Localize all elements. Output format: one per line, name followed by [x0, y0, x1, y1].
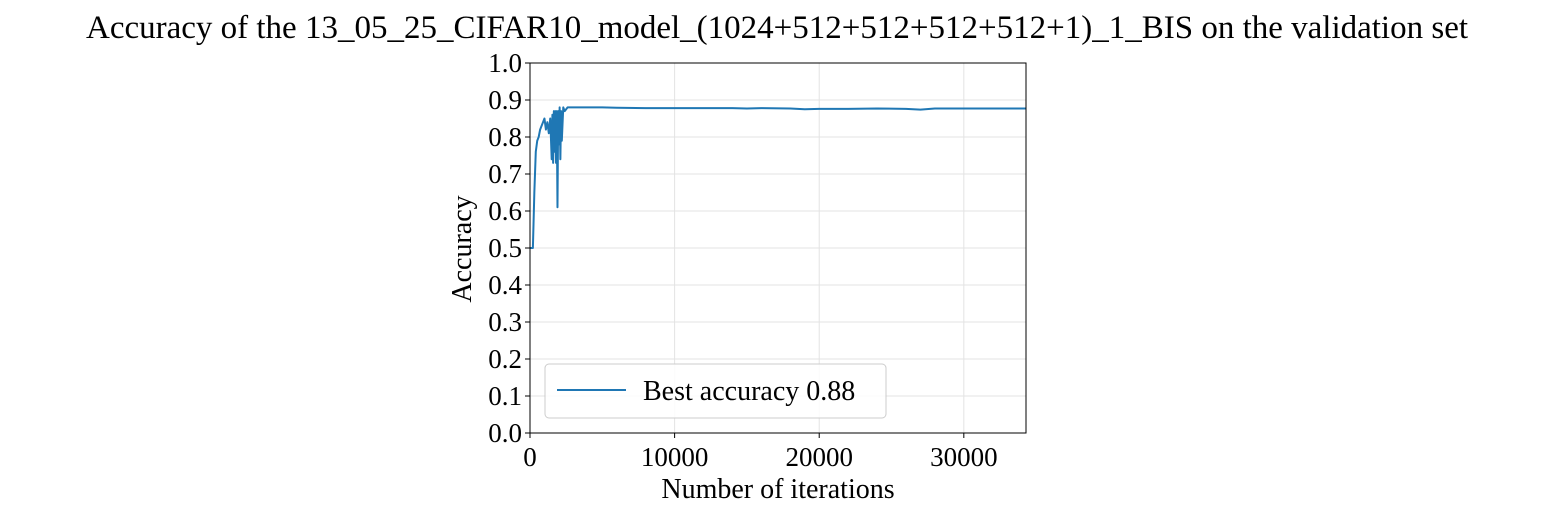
chart-title: Accuracy of the 13_05_25_CIFAR10_model_(… — [86, 10, 1468, 46]
y-tick-label: 1.0 — [488, 48, 522, 78]
x-tick-label: 10000 — [641, 442, 709, 472]
x-tick-label: 20000 — [785, 442, 853, 472]
axis-ticks: 0.0 0.1 0.2 0.3 0.4 0.5 0.6 0.7 0.8 0.9 1.0 0 10000 2… — [488, 48, 997, 472]
y-tick-label: 0.1 — [488, 381, 522, 411]
y-tick-label: 0.6 — [488, 196, 522, 226]
legend-label: Best accuracy 0.88 — [643, 376, 855, 407]
y-tick-label: 0.8 — [488, 122, 522, 152]
legend: Best accuracy 0.88 — [544, 363, 887, 419]
series-line-0 — [530, 106, 1026, 249]
x-tick-label: 30000 — [930, 442, 998, 472]
x-axis-label: Number of iterations — [661, 474, 894, 505]
y-tick-label: 0.4 — [488, 270, 522, 300]
series-layer — [530, 106, 1026, 249]
y-tick-label: 0.0 — [488, 418, 522, 448]
y-tick-label: 0.7 — [488, 159, 522, 189]
y-tick-label: 0.3 — [488, 307, 522, 337]
y-axis-label: Accuracy — [447, 195, 478, 302]
y-tick-label: 0.5 — [488, 233, 522, 263]
x-tick-label: 0 — [523, 442, 537, 472]
legend-box — [544, 363, 887, 419]
y-tick-label: 0.9 — [488, 85, 522, 115]
y-tick-label: 0.2 — [488, 344, 522, 374]
